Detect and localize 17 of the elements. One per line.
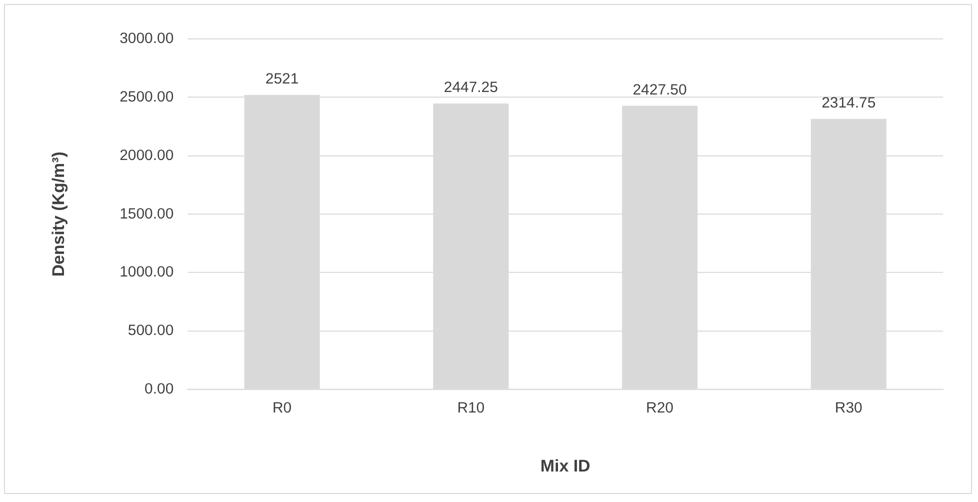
x-axis-title: Mix ID — [540, 456, 590, 476]
data-label: 2427.50 — [632, 81, 687, 98]
x-tick-label: R0 — [272, 399, 292, 416]
y-tick-label: 1000.00 — [120, 264, 174, 281]
data-label: 2447.25 — [444, 79, 498, 96]
data-label: 2521 — [265, 70, 299, 88]
y-tick-label: 2500.00 — [120, 88, 174, 106]
y-tick-label: 2000.00 — [120, 146, 174, 164]
data-label: 2314.75 — [822, 94, 876, 112]
x-tick-label: R20 — [646, 399, 674, 416]
y-tick-label: 1500.00 — [120, 205, 174, 222]
x-tick-label: R10 — [457, 399, 485, 416]
y-tick-label: 3000.00 — [120, 30, 174, 47]
x-tick-label: R30 — [834, 399, 862, 416]
y-axis-title: Density (Kg/m³) — [48, 152, 68, 277]
y-tick-label: 500.00 — [128, 322, 174, 340]
y-tick-label: 0.00 — [144, 380, 174, 398]
